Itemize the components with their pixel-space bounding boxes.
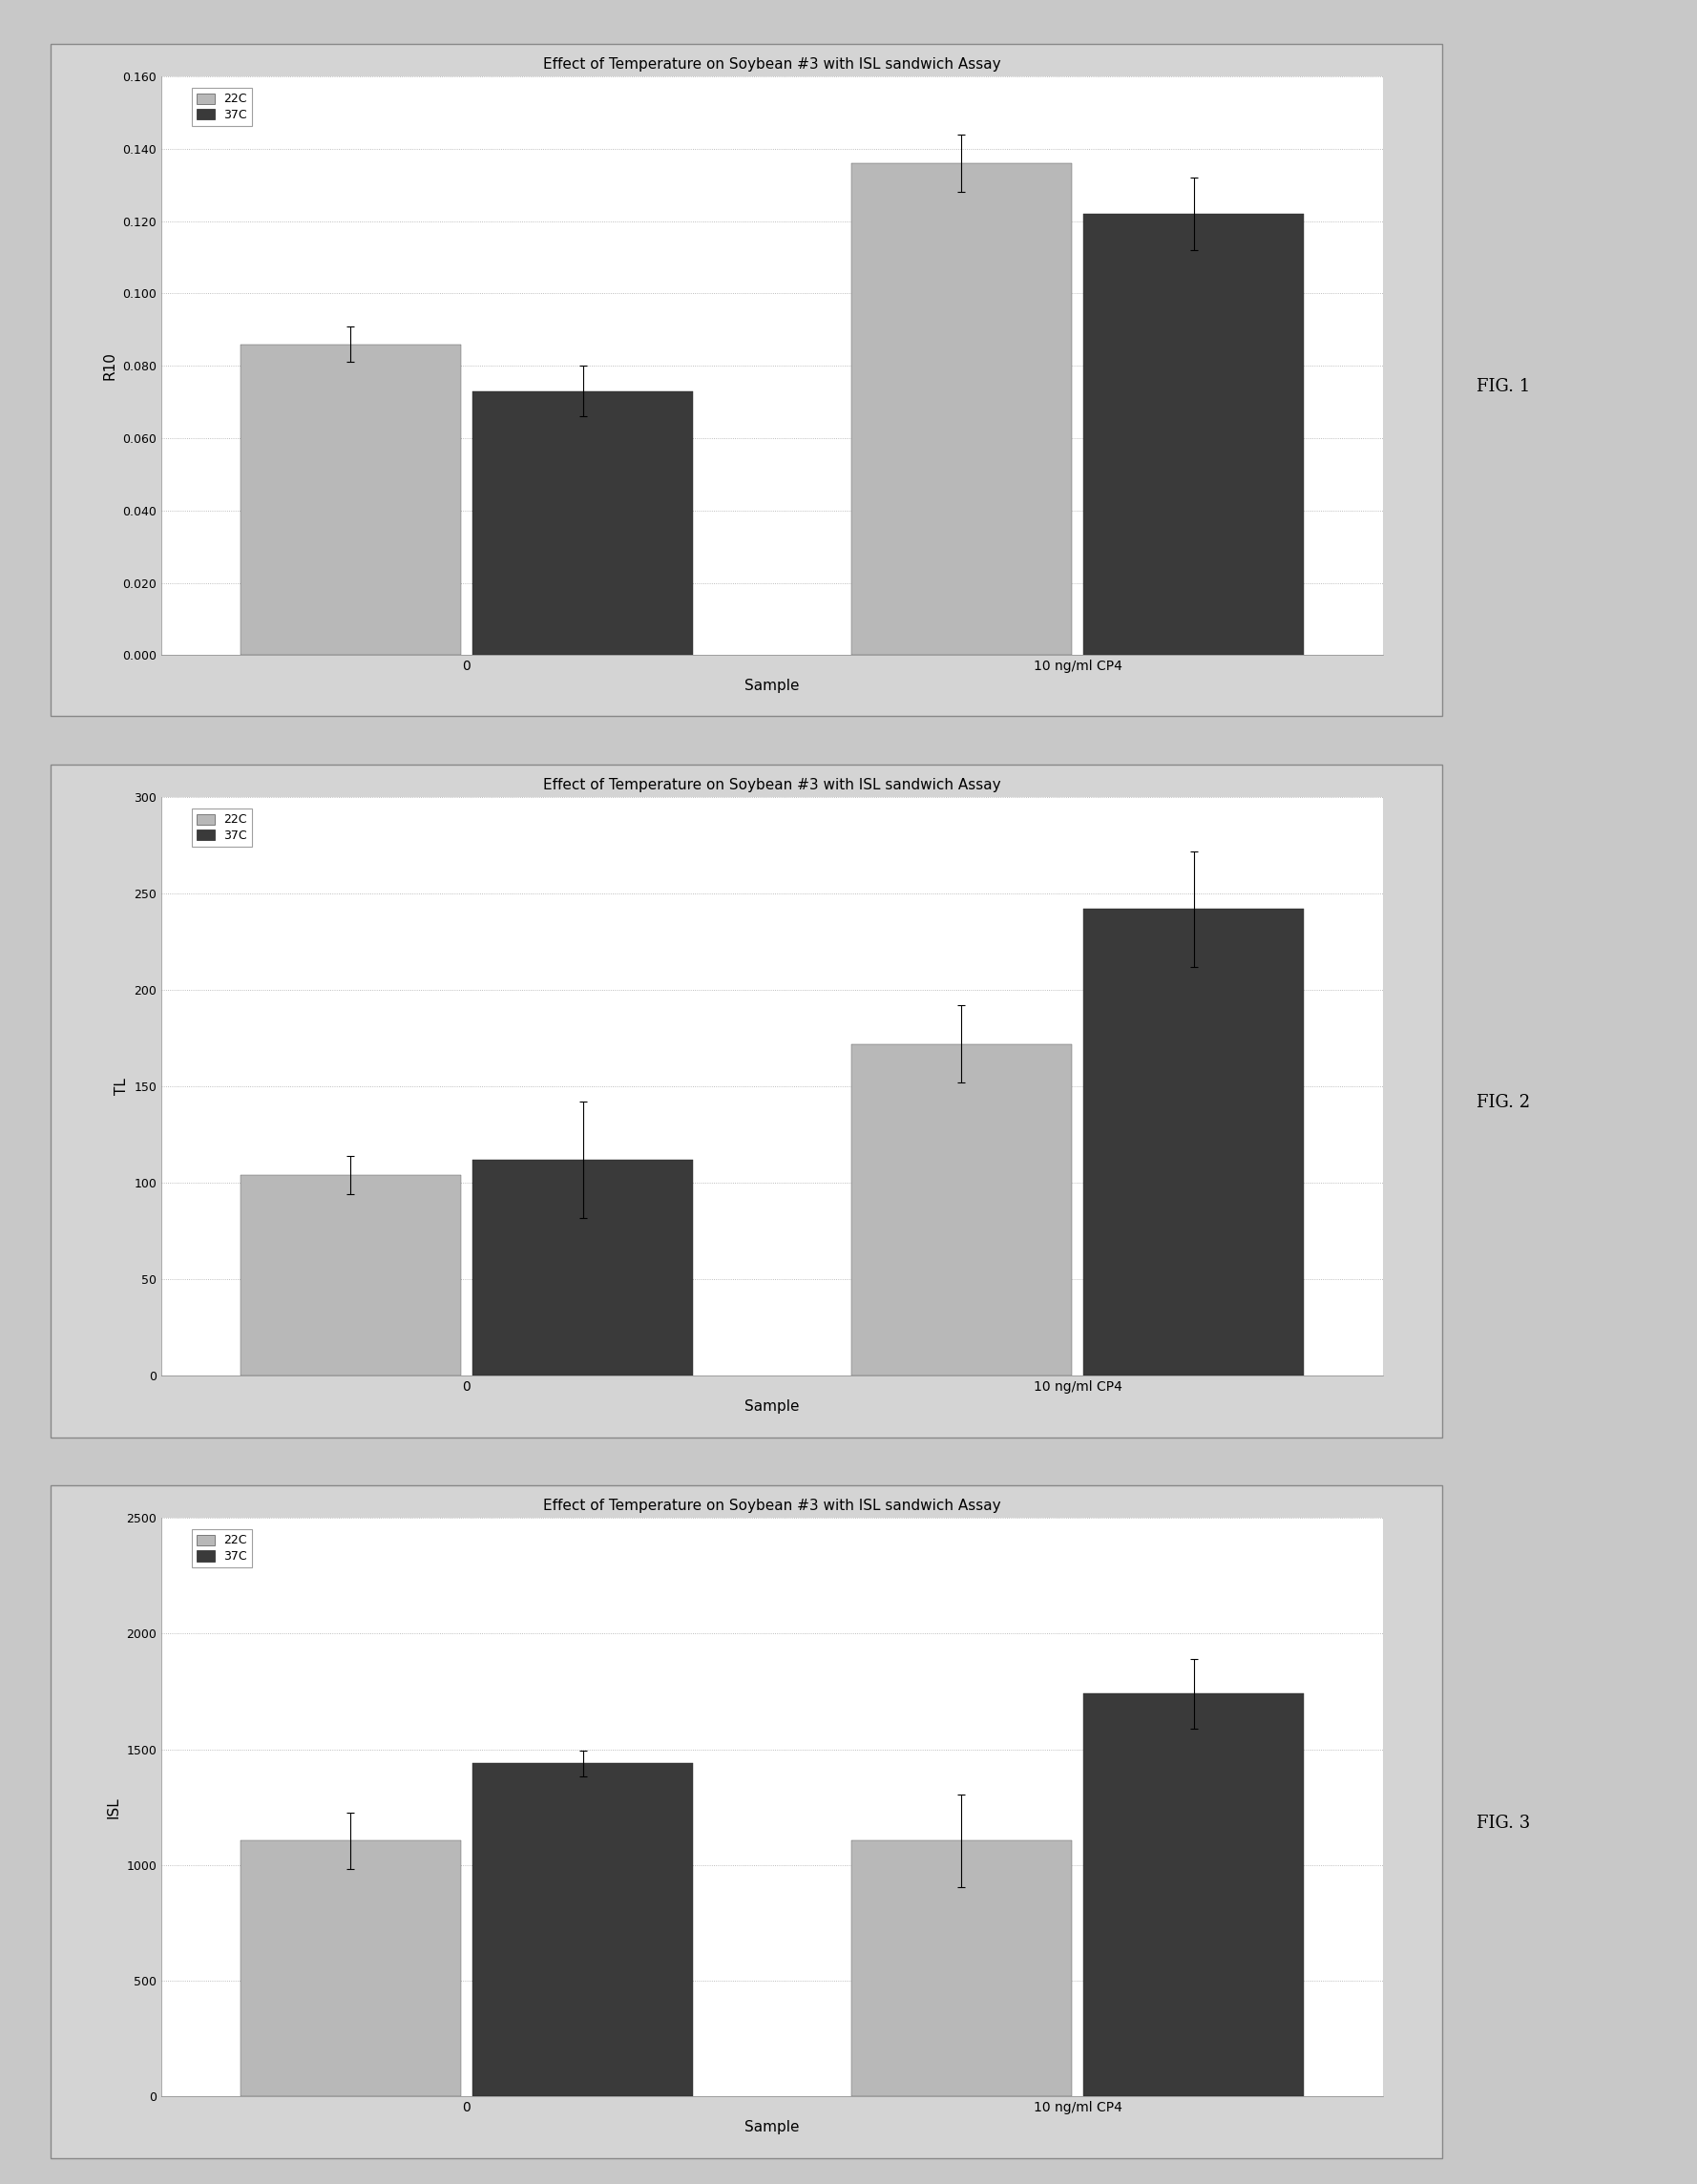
Text: FIG. 1: FIG. 1 <box>1476 378 1531 395</box>
Bar <box>852 1044 1071 1376</box>
X-axis label: Sample: Sample <box>745 679 799 692</box>
Bar <box>473 1762 692 2097</box>
Legend: 22C, 37C: 22C, 37C <box>192 808 253 847</box>
Text: FIG. 3: FIG. 3 <box>1476 1815 1531 1832</box>
X-axis label: Sample: Sample <box>745 1400 799 1413</box>
X-axis label: Sample: Sample <box>745 2121 799 2134</box>
Y-axis label: R10: R10 <box>102 352 117 380</box>
Y-axis label: TL: TL <box>114 1079 129 1094</box>
Bar <box>241 1175 460 1376</box>
Bar <box>473 1160 692 1376</box>
Bar <box>473 391 692 655</box>
Title: Effect of Temperature on Soybean #3 with ISL sandwich Assay: Effect of Temperature on Soybean #3 with… <box>543 57 1001 72</box>
Title: Effect of Temperature on Soybean #3 with ISL sandwich Assay: Effect of Temperature on Soybean #3 with… <box>543 1498 1001 1514</box>
Legend: 22C, 37C: 22C, 37C <box>192 87 253 127</box>
Bar <box>241 1841 460 2097</box>
Text: FIG. 2: FIG. 2 <box>1476 1094 1531 1112</box>
Bar <box>852 1841 1071 2097</box>
Bar <box>852 164 1071 655</box>
Legend: 22C, 37C: 22C, 37C <box>192 1529 253 1568</box>
Bar <box>1084 1695 1303 2097</box>
Title: Effect of Temperature on Soybean #3 with ISL sandwich Assay: Effect of Temperature on Soybean #3 with… <box>543 778 1001 793</box>
Bar <box>1084 909 1303 1376</box>
Bar <box>1084 214 1303 655</box>
Bar <box>241 345 460 655</box>
Y-axis label: ISL: ISL <box>107 1797 120 1817</box>
